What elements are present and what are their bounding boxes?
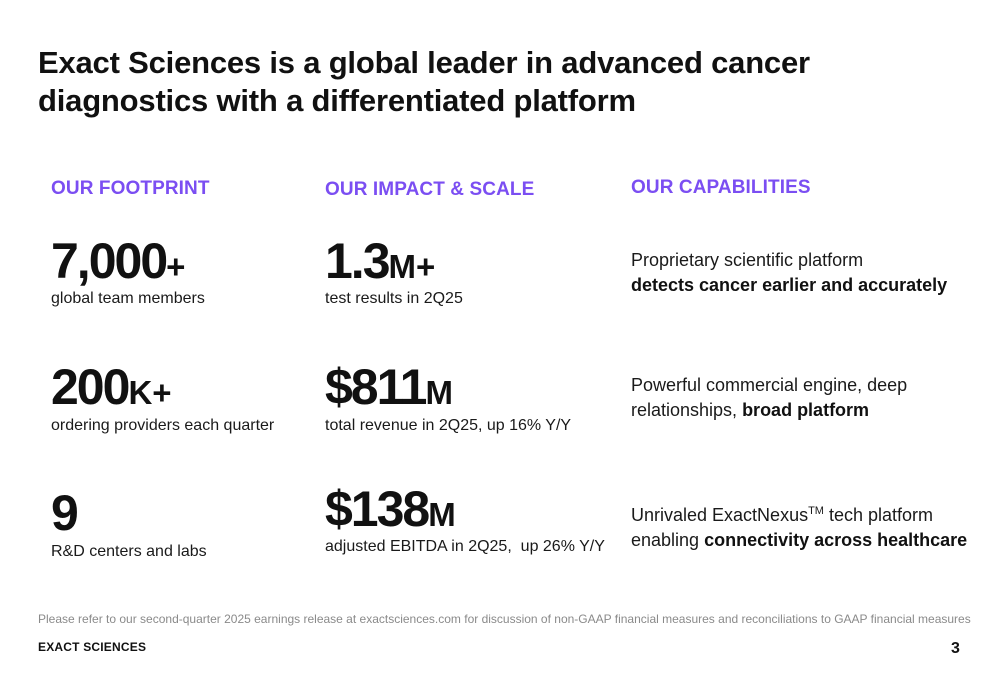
capability-line: Unrivaled ExactNexus bbox=[631, 505, 809, 525]
footprint-heading: OUR FOOTPRINT bbox=[51, 178, 210, 199]
brand-logo-text: EXACT SCIENCES bbox=[38, 640, 147, 654]
footprint-stat-desc: ordering providers each quarter bbox=[51, 417, 275, 434]
footprint-stat-value: 9 bbox=[51, 485, 79, 541]
footprint-stat-desc: R&D centers and labs bbox=[51, 543, 207, 560]
stat-number: $138 bbox=[325, 481, 430, 537]
stat-suffix: K+ bbox=[128, 374, 172, 411]
capability-line: Powerful commercial engine, deep bbox=[631, 375, 908, 395]
capability-item: Unrivaled ExactNexusTM tech platform ena… bbox=[631, 499, 1000, 553]
footprint-stat-desc: global team members bbox=[51, 290, 205, 307]
capability-line: Proprietary scientific platform bbox=[631, 250, 864, 270]
capability-bold-text: connectivity across healthcare bbox=[704, 530, 968, 550]
capability-line: tech platform bbox=[823, 505, 934, 525]
stat-suffix: M+ bbox=[388, 248, 436, 285]
capability-item: Proprietary scientific platform detects … bbox=[631, 248, 991, 298]
footnote: Please refer to our second-quarter 2025 … bbox=[38, 612, 971, 626]
stat-suffix: M bbox=[425, 374, 453, 411]
impact-stat-value: $811M bbox=[325, 362, 453, 412]
impact-stat-desc: adjusted EBITDA in 2Q25, up 26% Y/Y bbox=[325, 538, 605, 555]
slide-title: Exact Sciences is a global leader in adv… bbox=[38, 45, 810, 118]
impact-stat-desc: total revenue in 2Q25, up 16% Y/Y bbox=[325, 417, 572, 434]
footprint-stat-value: 7,000+ bbox=[51, 236, 185, 286]
stat-suffix: M bbox=[428, 496, 456, 533]
stat-number: 200 bbox=[51, 359, 130, 415]
trademark-superscript: TM bbox=[808, 505, 824, 517]
capability-bold-text: broad platform bbox=[742, 400, 870, 420]
stat-number: $811 bbox=[325, 359, 427, 415]
stat-number: 7,000 bbox=[51, 233, 168, 289]
capability-line: enabling bbox=[631, 530, 705, 550]
impact-stat-value: $138M bbox=[325, 484, 456, 534]
capabilities-heading: OUR CAPABILITIES bbox=[631, 177, 811, 198]
impact-stat-desc: test results in 2Q25 bbox=[325, 290, 463, 307]
impact-heading: OUR IMPACT & SCALE bbox=[325, 179, 535, 200]
footprint-stat-value: 200K+ bbox=[51, 362, 172, 412]
stat-number: 1.3 bbox=[325, 233, 391, 289]
stat-suffix: + bbox=[166, 248, 186, 285]
stat-number: 9 bbox=[51, 485, 79, 541]
page-number: 3 bbox=[951, 640, 960, 657]
capability-bold-text: detects cancer earlier and accurately bbox=[631, 275, 948, 295]
impact-stat-value: 1.3M+ bbox=[325, 236, 435, 286]
capability-line: relationships, bbox=[631, 400, 743, 420]
capability-item: Powerful commercial engine, deep relatio… bbox=[631, 373, 991, 423]
